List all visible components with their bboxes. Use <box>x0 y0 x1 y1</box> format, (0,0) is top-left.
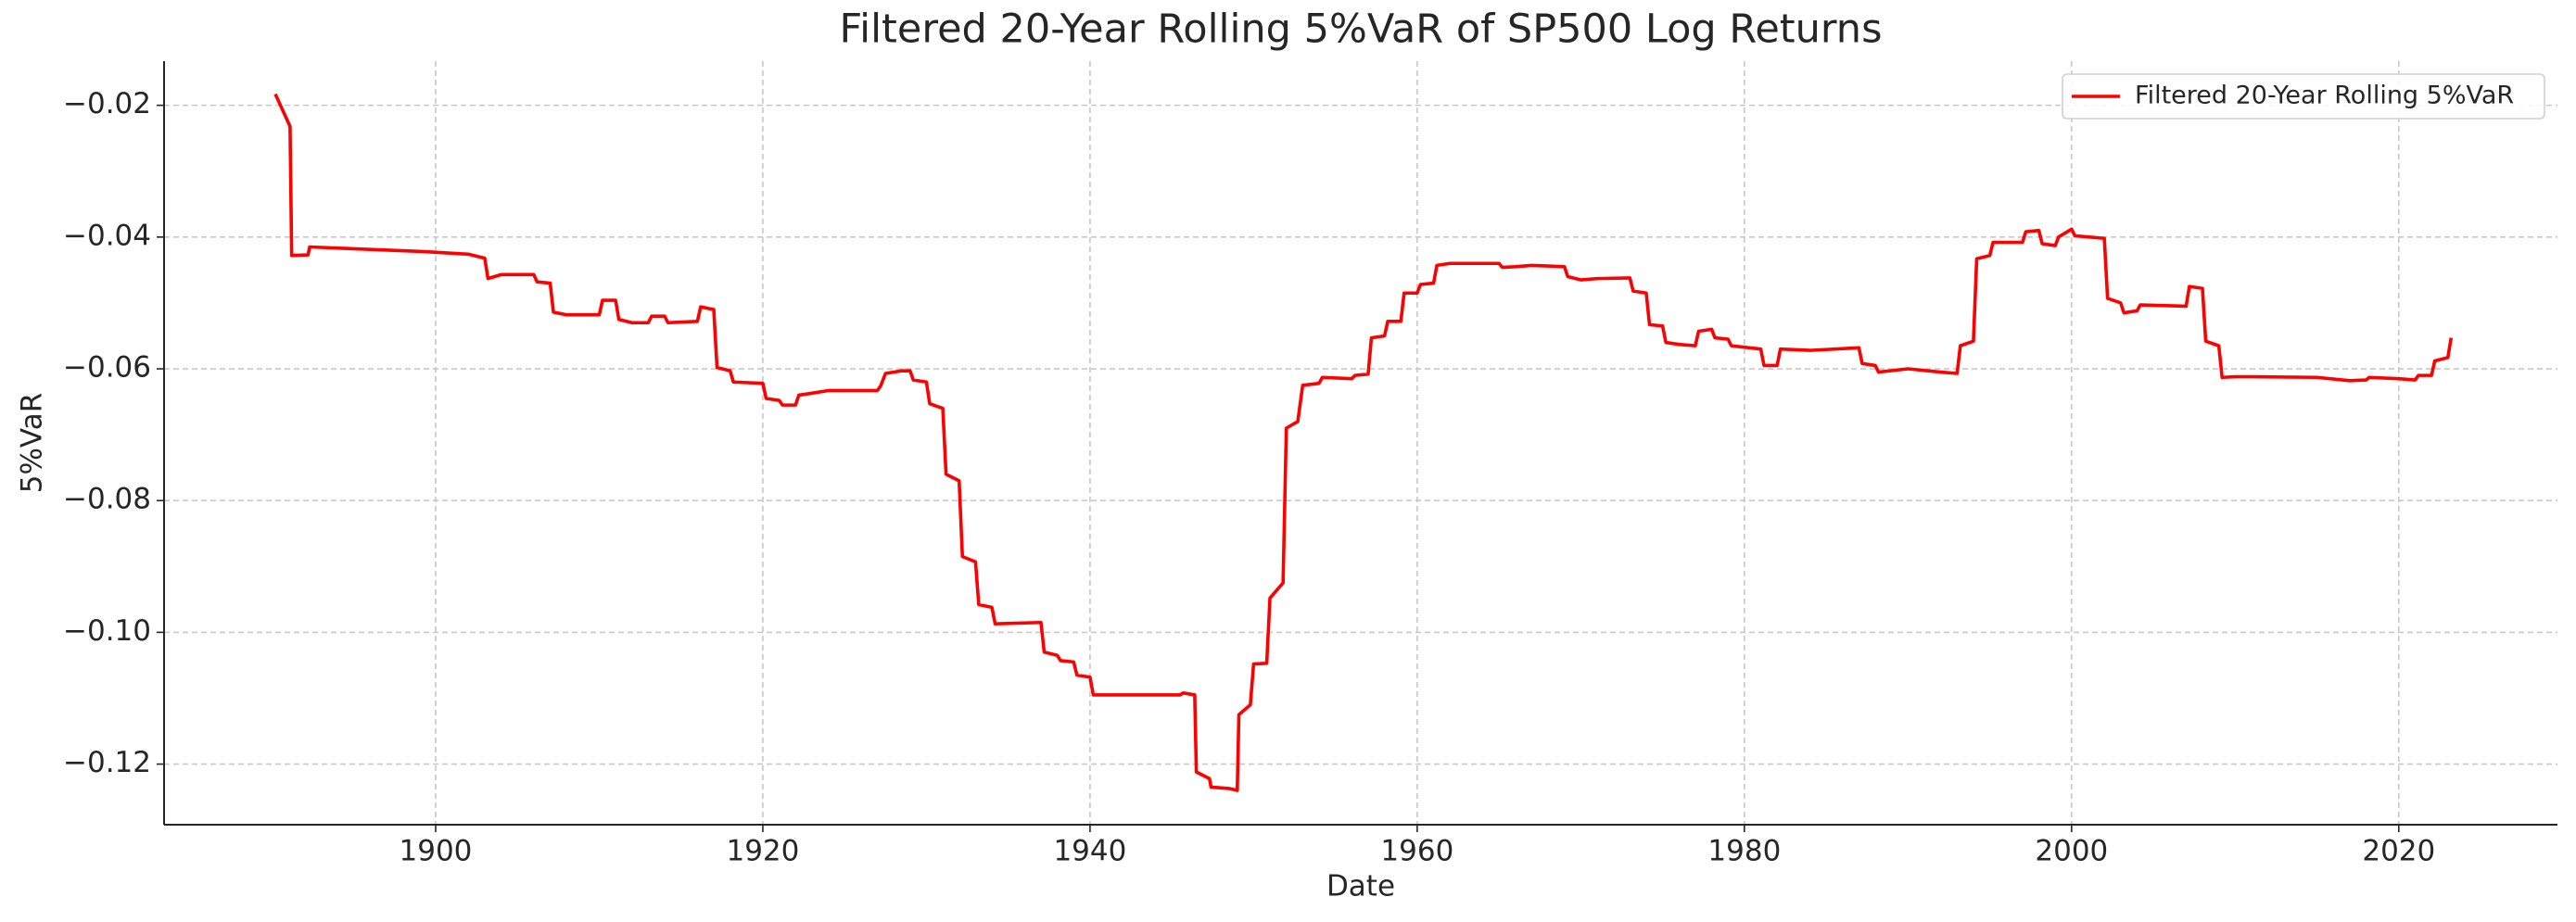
chart-title: Filtered 20-Year Rolling 5%VaR of SP500 … <box>840 6 1883 53</box>
legend-box <box>2062 73 2545 120</box>
x-tick-label: 1920 <box>726 835 799 868</box>
y-tick-label: −0.10 <box>63 614 151 648</box>
x-tick-label: 1960 <box>1380 835 1453 868</box>
x-tick-label: 2020 <box>2362 835 2435 868</box>
y-tick-label: −0.08 <box>63 483 151 516</box>
line-series <box>273 93 2454 792</box>
x-tick-label: 1980 <box>1707 835 1781 868</box>
x-tick-label: 2000 <box>2035 835 2108 868</box>
y-tick-label: −0.12 <box>63 746 151 779</box>
y-axis-label: 5%VaR <box>16 393 49 494</box>
x-tick-label: 1900 <box>400 835 473 868</box>
y-tick-label: −0.02 <box>63 87 151 120</box>
x-tick-label: 1940 <box>1053 835 1126 868</box>
x-axis-label: Date <box>1326 870 1395 903</box>
legend-label: Filtered 20-Year Rolling 5%VaR <box>2135 82 2514 110</box>
y-tick-label: −0.06 <box>63 351 151 385</box>
y-tick-label: −0.04 <box>63 219 151 252</box>
